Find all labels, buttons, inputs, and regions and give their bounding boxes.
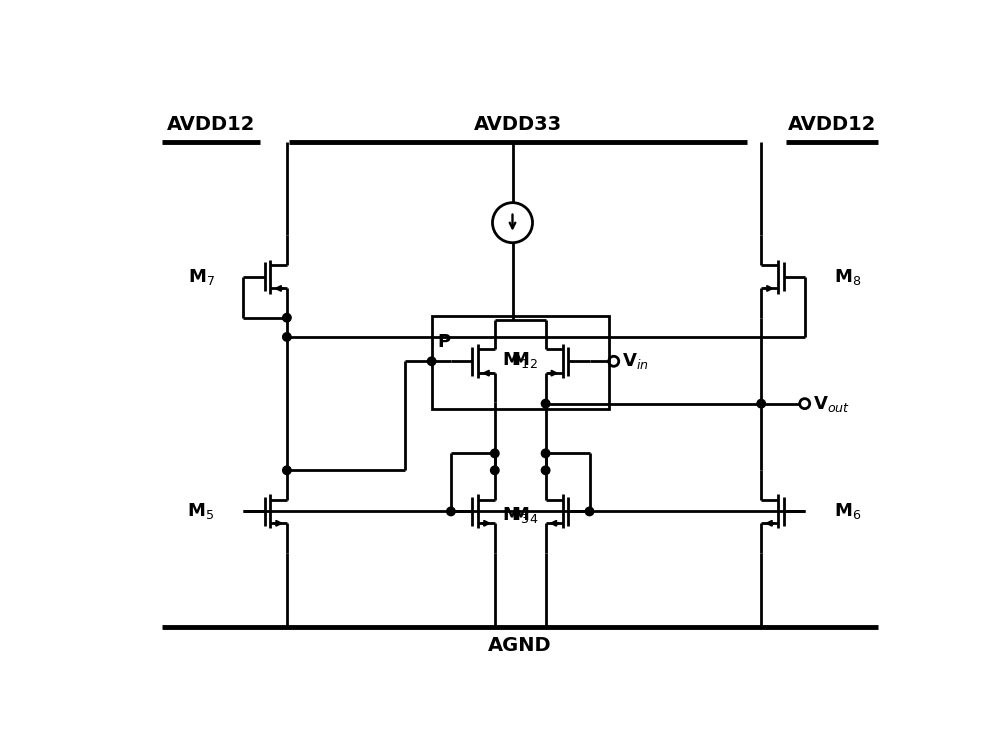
Circle shape [283,466,291,475]
Circle shape [447,507,455,516]
Circle shape [541,449,550,458]
Text: M$_7$: M$_7$ [188,266,215,287]
Circle shape [283,332,291,341]
Text: P: P [438,333,451,351]
Text: M$_4$: M$_4$ [511,505,538,526]
Text: AVDD12: AVDD12 [788,115,876,134]
Circle shape [585,507,594,516]
Text: M$_3$: M$_3$ [502,505,530,526]
Text: M$_2$: M$_2$ [511,350,538,370]
Text: M$_5$: M$_5$ [187,502,215,521]
Circle shape [541,399,550,408]
Text: AVDD12: AVDD12 [167,115,255,134]
Text: M$_8$: M$_8$ [834,266,861,287]
Text: M$_6$: M$_6$ [834,502,861,521]
Circle shape [491,449,499,458]
Text: M$_1$: M$_1$ [502,350,529,370]
Text: V$_{out}$: V$_{out}$ [813,393,850,414]
Circle shape [491,466,499,475]
Circle shape [283,314,291,322]
Text: V$_{in}$: V$_{in}$ [622,351,649,371]
Circle shape [427,357,436,365]
Circle shape [757,399,765,408]
Circle shape [541,466,550,475]
Text: AVDD33: AVDD33 [474,115,562,134]
Text: AGND: AGND [488,636,552,655]
